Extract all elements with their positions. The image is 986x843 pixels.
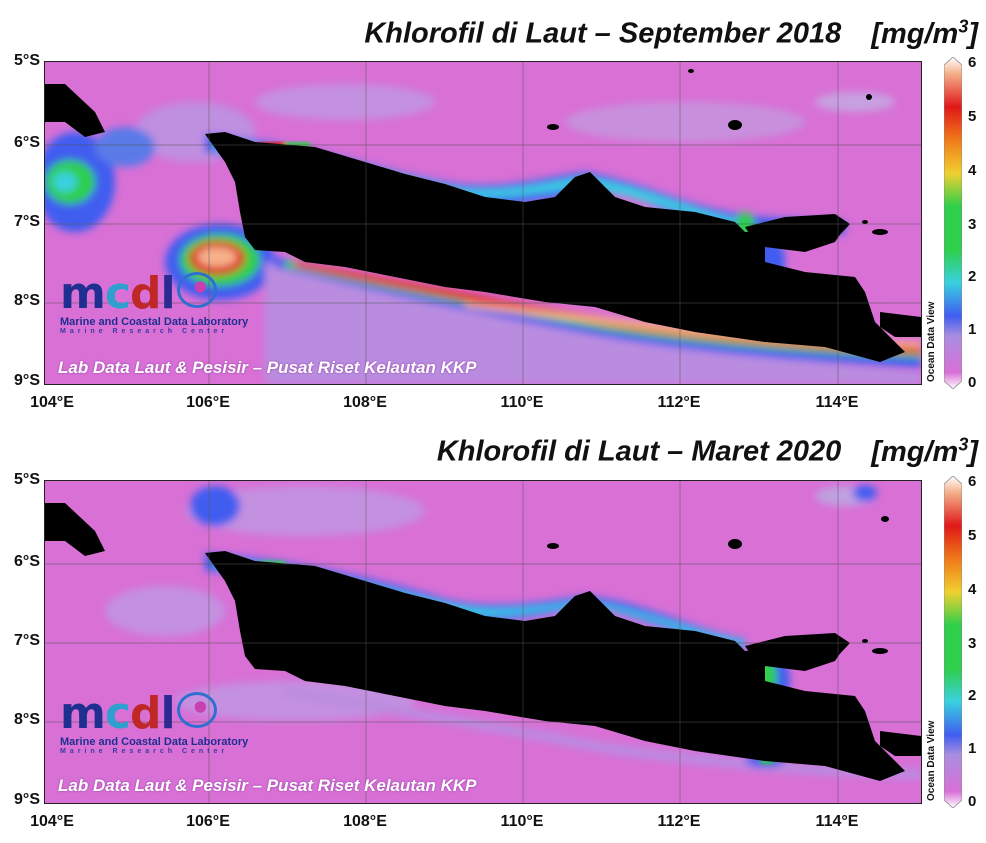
lon-label: 106°E bbox=[186, 813, 230, 830]
logo-name: Marine and Coastal Data Laboratory bbox=[60, 736, 249, 748]
map-title-text: Khlorofil di Laut – Maret 2020 bbox=[436, 435, 842, 468]
caption: Lab Data Laut & Pesisir – Pusat Riset Ke… bbox=[58, 776, 477, 795]
colorbar-tick: 0 bbox=[968, 374, 977, 391]
lat-label: 8°S bbox=[14, 711, 40, 728]
map-title-text: Khlorofil di Laut – September 2018 bbox=[364, 17, 842, 50]
chlorophyll-map-2020 bbox=[44, 480, 922, 804]
lon-label: 114°E bbox=[815, 394, 859, 411]
map-canvas bbox=[45, 62, 921, 384]
java-landmass bbox=[205, 132, 905, 362]
colorbar-tick: 2 bbox=[968, 687, 977, 704]
unit-label: [mg/m3] bbox=[871, 434, 978, 468]
chlorophyll-map-2018 bbox=[44, 61, 922, 385]
colorbar-tick: 5 bbox=[968, 108, 977, 125]
map-title: Khlorofil di Laut – September 2018 [mg/m3… bbox=[364, 16, 978, 51]
caption: Lab Data Laut & Pesisir – Pusat Riset Ke… bbox=[58, 358, 477, 377]
colorbar-tick: 1 bbox=[968, 740, 977, 757]
logo-globe-icon bbox=[176, 692, 217, 728]
lon-label: 110°E bbox=[500, 394, 544, 411]
colorbar-tick: 6 bbox=[968, 54, 977, 71]
colorbar-tick: 6 bbox=[968, 473, 977, 490]
colorbar-tick: 5 bbox=[968, 527, 977, 544]
mcdl-logo: mcdl Marine and Coastal Data Laboratory … bbox=[60, 272, 249, 336]
lon-label: 108°E bbox=[343, 394, 387, 411]
colorbar-tick: 2 bbox=[968, 268, 977, 285]
lon-label: 112°E bbox=[657, 394, 701, 411]
colorbar-tick: 0 bbox=[968, 793, 977, 810]
odv-label: Ocean Data View bbox=[926, 720, 937, 801]
lat-label: 9°S bbox=[14, 791, 40, 808]
lon-label: 106°E bbox=[186, 394, 230, 411]
colorbar-tick: 1 bbox=[968, 321, 977, 338]
lat-label: 5°S bbox=[14, 52, 40, 69]
colorbar-tick: 4 bbox=[968, 162, 977, 179]
lon-label: 114°E bbox=[815, 813, 859, 830]
lon-label: 110°E bbox=[500, 813, 544, 830]
logo-org: Marine Research Center bbox=[60, 748, 229, 755]
lat-label: 6°S bbox=[14, 553, 40, 570]
lat-label: 6°S bbox=[14, 134, 40, 151]
logo-globe-icon bbox=[176, 272, 217, 308]
map-title: Khlorofil di Laut – Maret 2020 [mg/m3] bbox=[437, 434, 978, 469]
odv-label: Ocean Data View bbox=[926, 301, 937, 382]
logo-name: Marine and Coastal Data Laboratory bbox=[60, 316, 249, 328]
colorbar bbox=[944, 476, 962, 808]
logo-mark: mcdl bbox=[60, 692, 248, 736]
lon-label: 104°E bbox=[30, 813, 74, 830]
lat-label: 7°S bbox=[14, 632, 40, 649]
colorbar-tick: 4 bbox=[968, 581, 977, 598]
colorbar-tick: 3 bbox=[968, 635, 977, 652]
lat-label: 7°S bbox=[14, 213, 40, 230]
colorbar bbox=[944, 57, 962, 389]
logo-org: Marine Research Center bbox=[60, 328, 229, 335]
unit-label: [mg/m3] bbox=[871, 16, 978, 50]
colorbar-tick: 3 bbox=[968, 216, 977, 233]
logo-mark: mcdl bbox=[60, 272, 248, 316]
lon-label: 104°E bbox=[30, 394, 74, 411]
lon-label: 112°E bbox=[657, 813, 701, 830]
lon-label: 108°E bbox=[343, 813, 387, 830]
lat-label: 5°S bbox=[14, 471, 40, 488]
lat-label: 9°S bbox=[14, 372, 40, 389]
map-canvas bbox=[45, 481, 921, 803]
lat-label: 8°S bbox=[14, 292, 40, 309]
mcdl-logo: mcdl Marine and Coastal Data Laboratory … bbox=[60, 692, 249, 756]
